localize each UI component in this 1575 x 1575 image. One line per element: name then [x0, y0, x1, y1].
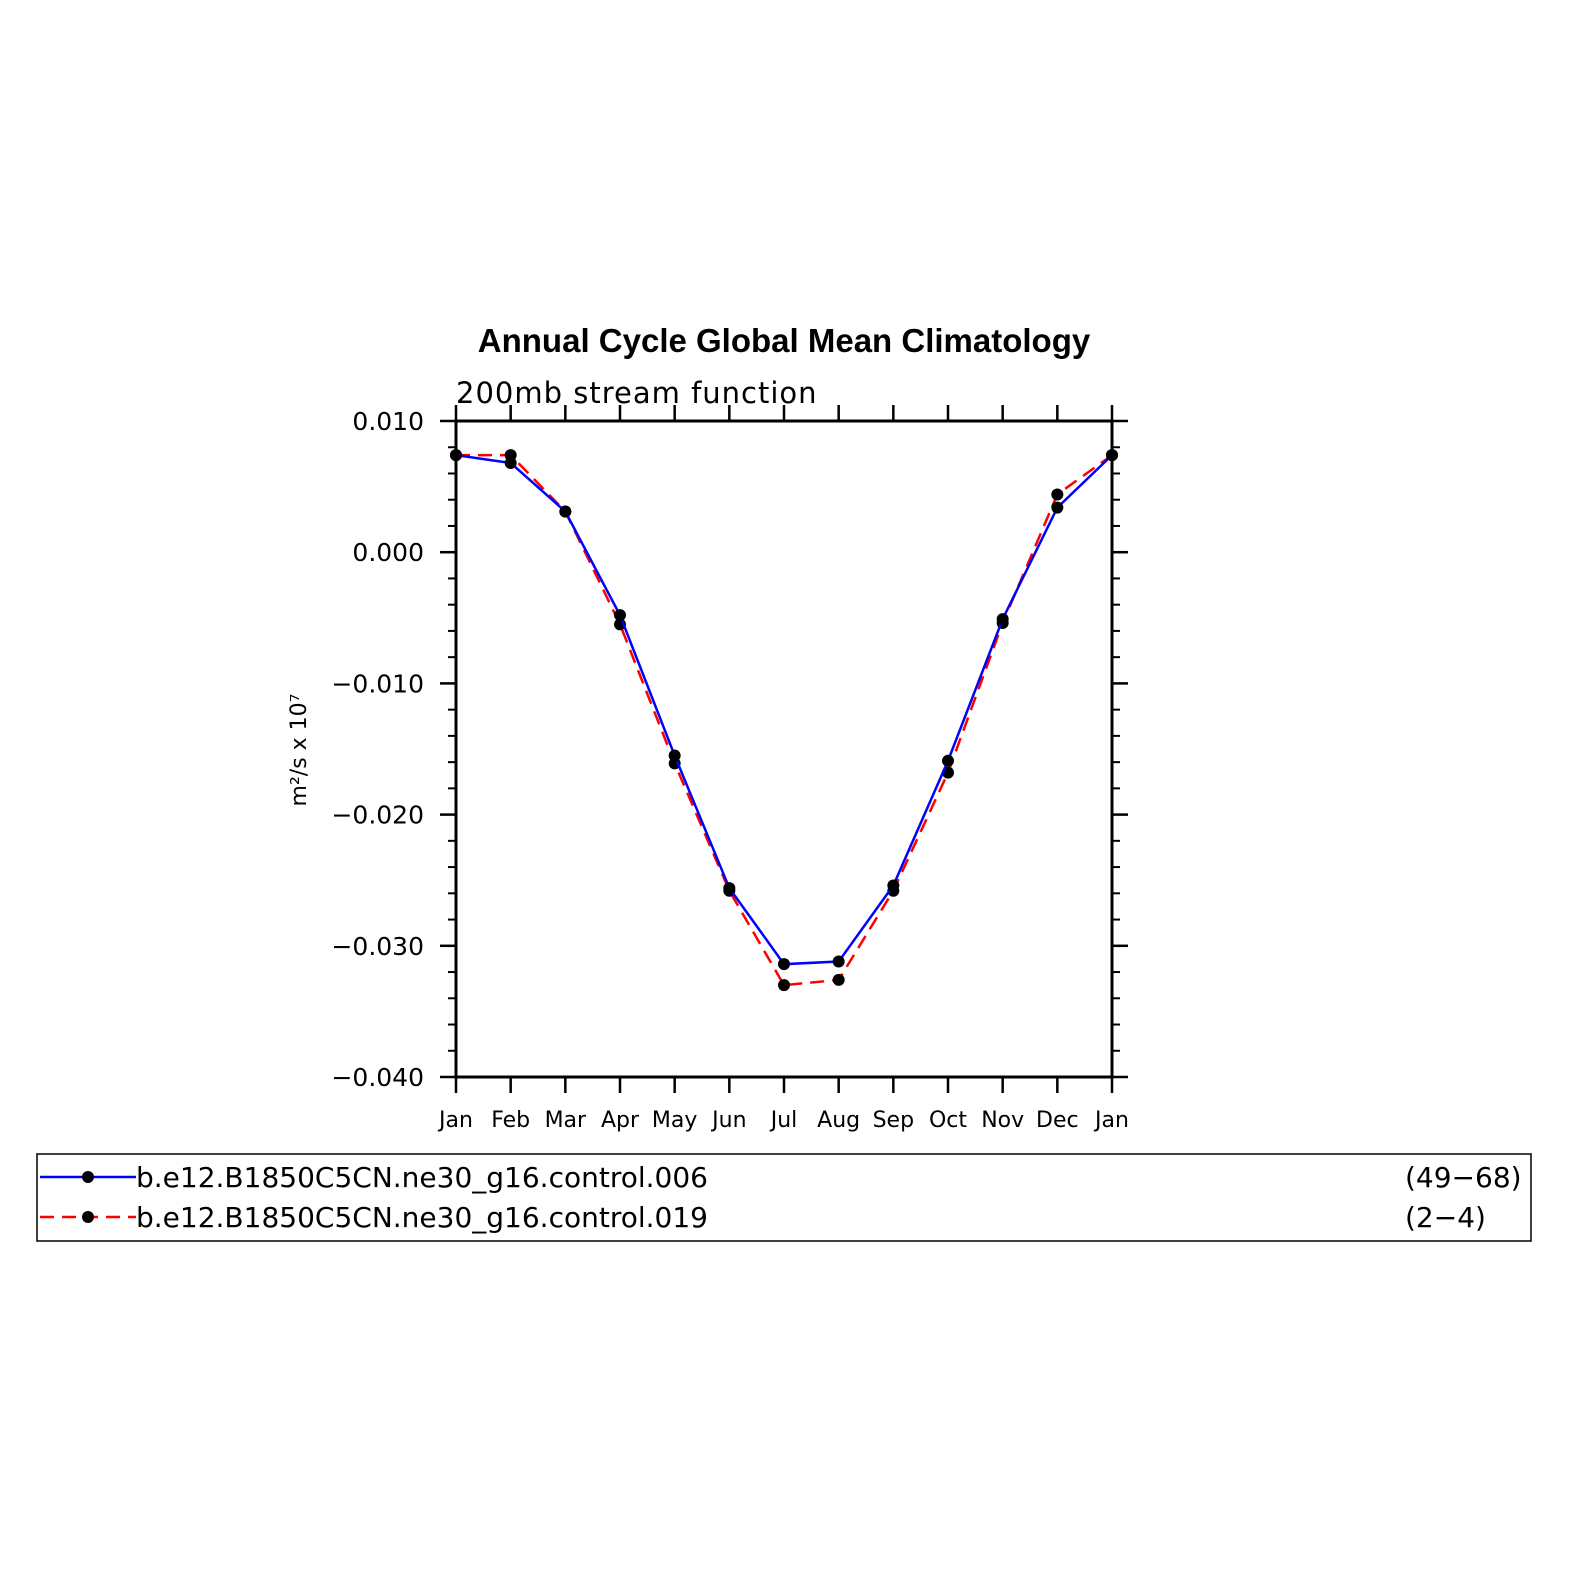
x-tick-label: Nov [981, 1108, 1024, 1133]
x-tick-label: Apr [601, 1108, 640, 1133]
legend-label-0: b.e12.B1850C5CN.ne30_g16.control.006 [136, 1161, 708, 1194]
series-0-point [1106, 449, 1118, 462]
legend: b.e12.B1850C5CN.ne30_g16.control.006 (49−… [36, 1153, 1532, 1242]
y-tick-label: −0.010 [331, 669, 424, 698]
series-0-point [723, 882, 736, 895]
series-0-point [559, 505, 572, 518]
legend-marker-1 [82, 1211, 94, 1223]
x-tick-label: Dec [1036, 1108, 1079, 1133]
y-tick-label: −0.040 [331, 1063, 424, 1092]
legend-box [36, 1153, 1532, 1242]
y-tick-label: 0.000 [352, 538, 424, 567]
series-line-1 [456, 453, 1113, 987]
y-tick-labels: 0.010 0.000 −0.010 −0.020 −0.030 −0.040 [331, 407, 424, 1092]
chart-title: Annual Cycle Global Mean Climatology [478, 322, 1091, 359]
series-0-point [614, 609, 626, 622]
x-tick-labels: Jan Feb Mar Apr May Jun Jul Aug Sep Oct Nov Dec Jan [437, 1108, 1129, 1133]
y-tick-label: −0.020 [331, 801, 424, 830]
series-0-point [504, 456, 517, 469]
series-0-point [887, 879, 900, 892]
x-tick-label: Feb [491, 1108, 530, 1133]
series-0-point [996, 613, 1009, 626]
x-tick-label: Mar [545, 1108, 587, 1133]
chart-subtitle: 200mb stream function [456, 376, 818, 410]
series-1-point [832, 973, 845, 986]
legend-label-1: b.e12.B1850C5CN.ne30_g16.control.019 [136, 1201, 708, 1234]
x-tick-label: Aug [817, 1108, 860, 1133]
y-tick-label: 0.010 [352, 407, 424, 436]
x-tick-label: Jun [710, 1108, 746, 1133]
series-1-point [778, 979, 790, 992]
series-0-point [450, 449, 462, 462]
x-tick-label: May [652, 1108, 697, 1133]
y-axis-label: m²/s x 10⁷ [287, 694, 312, 807]
legend-years-0: (49−68) [1405, 1161, 1522, 1194]
series-0-point [1051, 501, 1064, 514]
legend-years-1: (2−4) [1405, 1201, 1486, 1234]
x-tick-label: Oct [929, 1108, 967, 1133]
x-tick-label: Jan [1093, 1108, 1129, 1133]
legend-marker-0 [82, 1171, 94, 1183]
y-tick-label: −0.030 [331, 932, 424, 961]
series-1-point [1051, 488, 1064, 501]
plot-axes [440, 405, 1128, 1093]
x-tick-label: Jul [769, 1108, 798, 1133]
series-0-point [942, 754, 954, 767]
series-0-point [832, 955, 845, 968]
x-tick-label: Jan [437, 1108, 473, 1133]
series-0-point [668, 749, 681, 762]
x-tick-label: Sep [873, 1108, 914, 1133]
series-line-0 [455, 453, 1113, 966]
series-layer [450, 449, 1118, 992]
plot-frame [454, 419, 1114, 1079]
series-0-point [778, 958, 790, 971]
